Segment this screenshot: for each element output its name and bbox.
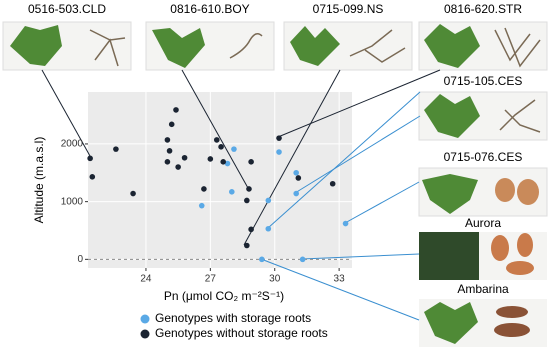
data-point (265, 225, 272, 232)
data-point (244, 242, 250, 249)
leader-line (181, 69, 249, 189)
leaf (290, 26, 340, 66)
legend-marker (140, 314, 150, 324)
legend-label: Genotypes without storage roots (155, 326, 328, 340)
data-point (276, 135, 282, 141)
leaf (424, 302, 478, 344)
storage-root (495, 178, 515, 202)
leaf (10, 25, 62, 66)
x-axis-label: Pn (μmol CO₂ m⁻²S⁻¹) (164, 289, 284, 303)
storage-root (517, 179, 539, 205)
data-point (276, 149, 282, 155)
legend-marker (140, 329, 150, 339)
leaf (424, 24, 480, 68)
x-tick-label: 24 (140, 274, 152, 285)
data-point (89, 174, 96, 180)
leaf (422, 174, 478, 214)
y-tick-label: 2000 (61, 139, 84, 150)
photo (419, 232, 479, 280)
data-point (87, 155, 93, 162)
panel-label: 0715-099.NS (313, 2, 384, 16)
root (229, 33, 263, 59)
leader-line (277, 69, 441, 138)
leader-line (243, 69, 341, 246)
data-point (213, 137, 220, 143)
data-point (293, 169, 299, 176)
data-point (113, 146, 119, 152)
data-point (181, 154, 188, 161)
data-point (198, 202, 205, 209)
data-point (329, 180, 336, 187)
leaf (152, 28, 205, 68)
panel-label: Ambarina (457, 282, 509, 296)
legend-label: Genotypes with storage roots (155, 311, 311, 325)
leader-line (294, 115, 421, 194)
data-point (220, 159, 227, 165)
x-tick-label: 33 (334, 274, 346, 285)
data-point (293, 190, 299, 197)
data-point (201, 186, 207, 192)
data-point (175, 164, 181, 170)
leader-lines (41, 69, 441, 321)
data-point (164, 159, 171, 165)
data-point (248, 159, 254, 165)
leader-line (301, 253, 420, 260)
data-point (265, 197, 272, 204)
data-point (244, 197, 250, 204)
root (89, 29, 126, 67)
data-point (164, 137, 171, 143)
leader-line (267, 91, 421, 229)
y-axis-label: Altitude (m.a.s.l) (32, 137, 46, 224)
data-point (299, 256, 306, 263)
photo-panels: 0516-503.CLD 0816-610.BOY 0715-099.NS 08… (2, 2, 548, 347)
root (494, 27, 541, 68)
plot-background (88, 92, 352, 268)
leader-line (41, 69, 91, 157)
panel-label: 0715-105.CES (444, 74, 523, 88)
data-point (246, 186, 252, 192)
data-point (166, 148, 173, 154)
leader-line (344, 181, 420, 224)
y-tick-label: 1000 (61, 196, 84, 207)
data-point (130, 190, 136, 197)
y-tick-label: 0 (77, 254, 83, 265)
data-point (173, 107, 179, 113)
root (349, 29, 406, 63)
panel-label: 0715-076.CES (444, 150, 523, 164)
leader-line (260, 258, 420, 321)
data-point (224, 160, 231, 167)
data-point (207, 156, 214, 162)
x-tick-label: 30 (269, 274, 281, 285)
data-point (295, 175, 302, 181)
data-point (248, 226, 254, 233)
data-point (342, 220, 349, 227)
panel-label: 0816-620.STR (444, 2, 522, 16)
storage-root (491, 235, 509, 261)
data-point (168, 121, 175, 128)
data-point (231, 146, 237, 152)
storage-root (496, 306, 528, 318)
panel-label: 0516-503.CLD (28, 2, 106, 16)
data-point (229, 189, 235, 195)
data-point (259, 256, 265, 263)
storage-root (517, 233, 533, 257)
root (499, 99, 541, 133)
storage-root (494, 323, 530, 337)
storage-root (506, 261, 534, 275)
data-point (218, 144, 224, 150)
leaf (424, 94, 480, 138)
panel-label: Aurora (465, 216, 501, 230)
panel-label: 0816-610.BOY (170, 2, 249, 16)
x-tick-label: 27 (205, 274, 217, 285)
